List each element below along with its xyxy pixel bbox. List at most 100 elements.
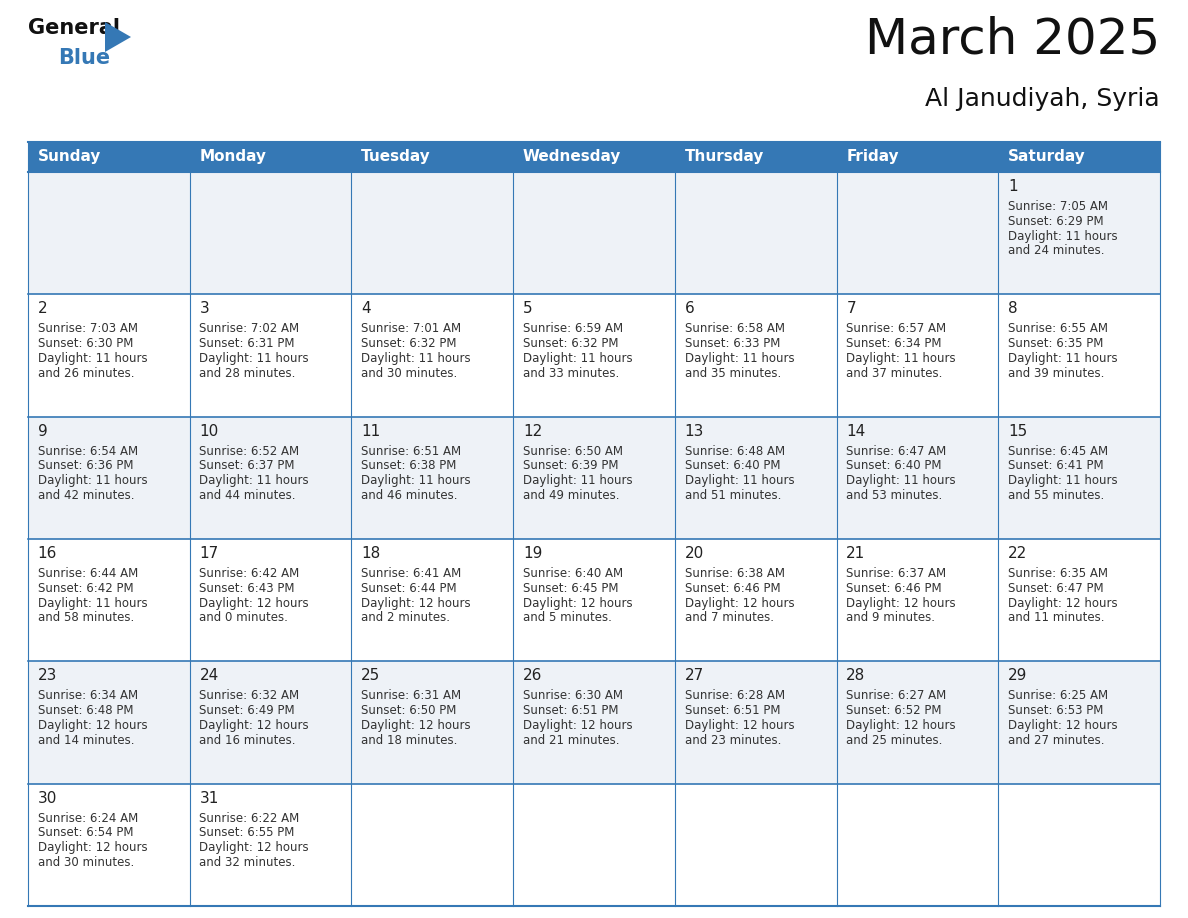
Text: Sunset: 6:43 PM: Sunset: 6:43 PM	[200, 582, 295, 595]
Text: 15: 15	[1007, 424, 1028, 439]
Text: and 23 minutes.: and 23 minutes.	[684, 733, 781, 746]
Text: and 28 minutes.: and 28 minutes.	[200, 366, 296, 380]
Text: 2: 2	[38, 301, 48, 317]
Text: Daylight: 11 hours: Daylight: 11 hours	[1007, 230, 1118, 242]
Text: Daylight: 11 hours: Daylight: 11 hours	[200, 475, 309, 487]
Bar	[836, 142, 998, 172]
Text: Daylight: 11 hours: Daylight: 11 hours	[684, 352, 795, 365]
Text: 14: 14	[846, 424, 866, 439]
Text: Sunrise: 6:27 AM: Sunrise: 6:27 AM	[846, 689, 947, 702]
Text: and 27 minutes.: and 27 minutes.	[1007, 733, 1105, 746]
Text: Sunrise: 6:55 AM: Sunrise: 6:55 AM	[1007, 322, 1108, 335]
Text: Daylight: 11 hours: Daylight: 11 hours	[361, 475, 470, 487]
Text: and 21 minutes.: and 21 minutes.	[523, 733, 619, 746]
Text: Sunrise: 6:32 AM: Sunrise: 6:32 AM	[200, 689, 299, 702]
Bar	[29, 661, 1159, 784]
Text: Sunrise: 6:54 AM: Sunrise: 6:54 AM	[38, 444, 138, 458]
Text: Sunrise: 7:01 AM: Sunrise: 7:01 AM	[361, 322, 461, 335]
Text: Sunset: 6:31 PM: Sunset: 6:31 PM	[200, 337, 295, 350]
Text: Sunset: 6:50 PM: Sunset: 6:50 PM	[361, 704, 456, 717]
Text: and 32 minutes.: and 32 minutes.	[200, 856, 296, 869]
Text: Wednesday: Wednesday	[523, 150, 621, 164]
Text: Sunrise: 6:30 AM: Sunrise: 6:30 AM	[523, 689, 623, 702]
Text: and 42 minutes.: and 42 minutes.	[38, 489, 134, 502]
Text: Sunrise: 6:59 AM: Sunrise: 6:59 AM	[523, 322, 623, 335]
Text: Sunset: 6:34 PM: Sunset: 6:34 PM	[846, 337, 942, 350]
Text: Sunrise: 6:52 AM: Sunrise: 6:52 AM	[200, 444, 299, 458]
Text: Daylight: 11 hours: Daylight: 11 hours	[523, 352, 632, 365]
Text: 27: 27	[684, 668, 703, 683]
Text: Daylight: 11 hours: Daylight: 11 hours	[1007, 352, 1118, 365]
Text: Daylight: 12 hours: Daylight: 12 hours	[846, 719, 956, 732]
Text: Sunset: 6:53 PM: Sunset: 6:53 PM	[1007, 704, 1104, 717]
Text: 28: 28	[846, 668, 866, 683]
Text: Sunrise: 6:47 AM: Sunrise: 6:47 AM	[846, 444, 947, 458]
Text: 23: 23	[38, 668, 57, 683]
Text: and 16 minutes.: and 16 minutes.	[200, 733, 296, 746]
Text: Daylight: 12 hours: Daylight: 12 hours	[38, 841, 147, 855]
Text: and 30 minutes.: and 30 minutes.	[361, 366, 457, 380]
Text: Sunset: 6:48 PM: Sunset: 6:48 PM	[38, 704, 133, 717]
Text: 25: 25	[361, 668, 380, 683]
Text: Saturday: Saturday	[1007, 150, 1086, 164]
Bar	[190, 142, 352, 172]
Text: Sunset: 6:47 PM: Sunset: 6:47 PM	[1007, 582, 1104, 595]
Text: Sunrise: 6:42 AM: Sunrise: 6:42 AM	[200, 567, 299, 580]
Text: March 2025: March 2025	[865, 15, 1159, 63]
Text: 11: 11	[361, 424, 380, 439]
Text: Daylight: 11 hours: Daylight: 11 hours	[38, 352, 147, 365]
Text: and 11 minutes.: and 11 minutes.	[1007, 611, 1105, 624]
Text: 9: 9	[38, 424, 48, 439]
Text: 20: 20	[684, 546, 703, 561]
Text: and 49 minutes.: and 49 minutes.	[523, 489, 619, 502]
Text: Sunset: 6:32 PM: Sunset: 6:32 PM	[361, 337, 456, 350]
Text: Sunset: 6:40 PM: Sunset: 6:40 PM	[846, 460, 942, 473]
Text: Blue: Blue	[58, 48, 110, 68]
Text: 26: 26	[523, 668, 542, 683]
Text: Daylight: 11 hours: Daylight: 11 hours	[361, 352, 470, 365]
Text: Sunday: Sunday	[38, 150, 101, 164]
Text: Sunrise: 6:45 AM: Sunrise: 6:45 AM	[1007, 444, 1108, 458]
Text: Daylight: 12 hours: Daylight: 12 hours	[1007, 719, 1118, 732]
Text: Sunset: 6:54 PM: Sunset: 6:54 PM	[38, 826, 133, 839]
Text: Sunrise: 6:25 AM: Sunrise: 6:25 AM	[1007, 689, 1108, 702]
Text: Sunset: 6:46 PM: Sunset: 6:46 PM	[684, 582, 781, 595]
Text: Daylight: 11 hours: Daylight: 11 hours	[523, 475, 632, 487]
Text: Sunset: 6:55 PM: Sunset: 6:55 PM	[200, 826, 295, 839]
Bar	[998, 142, 1159, 172]
Text: Sunrise: 6:50 AM: Sunrise: 6:50 AM	[523, 444, 623, 458]
Text: Sunset: 6:51 PM: Sunset: 6:51 PM	[523, 704, 618, 717]
Text: 6: 6	[684, 301, 694, 317]
Text: Sunrise: 6:22 AM: Sunrise: 6:22 AM	[200, 812, 299, 824]
Text: Daylight: 12 hours: Daylight: 12 hours	[523, 719, 632, 732]
Text: Sunset: 6:33 PM: Sunset: 6:33 PM	[684, 337, 781, 350]
Text: Sunrise: 6:31 AM: Sunrise: 6:31 AM	[361, 689, 461, 702]
Text: and 58 minutes.: and 58 minutes.	[38, 611, 134, 624]
Text: 10: 10	[200, 424, 219, 439]
Text: Tuesday: Tuesday	[361, 150, 431, 164]
Text: Daylight: 11 hours: Daylight: 11 hours	[846, 475, 956, 487]
Text: Daylight: 11 hours: Daylight: 11 hours	[200, 352, 309, 365]
Text: Sunrise: 6:58 AM: Sunrise: 6:58 AM	[684, 322, 784, 335]
Text: and 30 minutes.: and 30 minutes.	[38, 856, 134, 869]
Text: Daylight: 12 hours: Daylight: 12 hours	[684, 597, 795, 610]
Text: Daylight: 11 hours: Daylight: 11 hours	[684, 475, 795, 487]
Text: Daylight: 12 hours: Daylight: 12 hours	[361, 719, 470, 732]
Text: Sunset: 6:36 PM: Sunset: 6:36 PM	[38, 460, 133, 473]
Text: Sunrise: 6:44 AM: Sunrise: 6:44 AM	[38, 567, 138, 580]
Text: Sunset: 6:44 PM: Sunset: 6:44 PM	[361, 582, 456, 595]
Text: Sunset: 6:30 PM: Sunset: 6:30 PM	[38, 337, 133, 350]
Text: and 0 minutes.: and 0 minutes.	[200, 611, 289, 624]
Text: 7: 7	[846, 301, 855, 317]
Text: Sunset: 6:52 PM: Sunset: 6:52 PM	[846, 704, 942, 717]
Text: 19: 19	[523, 546, 542, 561]
Text: Sunset: 6:32 PM: Sunset: 6:32 PM	[523, 337, 618, 350]
Text: 17: 17	[200, 546, 219, 561]
Text: 30: 30	[38, 790, 57, 806]
Text: Sunrise: 6:40 AM: Sunrise: 6:40 AM	[523, 567, 623, 580]
Text: and 39 minutes.: and 39 minutes.	[1007, 366, 1105, 380]
Bar	[29, 417, 1159, 539]
Text: Sunrise: 6:34 AM: Sunrise: 6:34 AM	[38, 689, 138, 702]
Text: Daylight: 12 hours: Daylight: 12 hours	[38, 719, 147, 732]
Text: Sunrise: 6:41 AM: Sunrise: 6:41 AM	[361, 567, 461, 580]
